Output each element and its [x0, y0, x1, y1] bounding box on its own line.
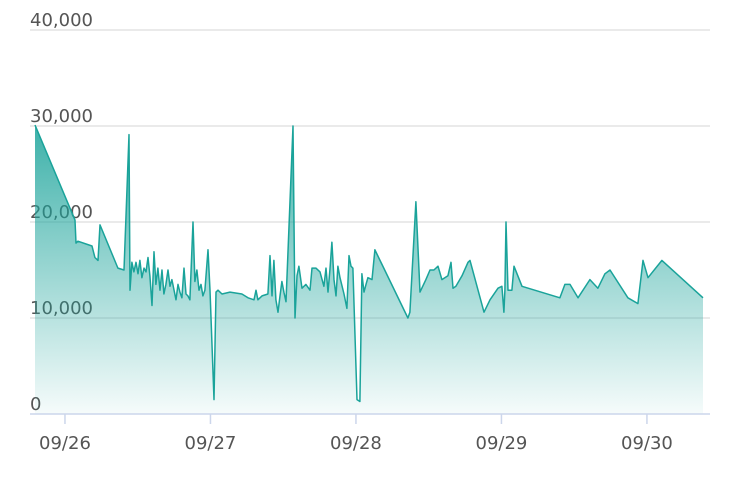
y-tick-label: 40,000 [30, 10, 93, 31]
x-tick-label: 09/26 [39, 433, 91, 454]
y-tick-label: 30,000 [30, 106, 93, 127]
x-tick-label: 09/29 [476, 433, 528, 454]
area-line [34, 124, 704, 403]
x-tick-label: 09/28 [330, 433, 382, 454]
x-tick-label: 09/27 [185, 433, 237, 454]
area-fill [35, 125, 703, 414]
x-tick-label: 09/30 [621, 433, 673, 454]
